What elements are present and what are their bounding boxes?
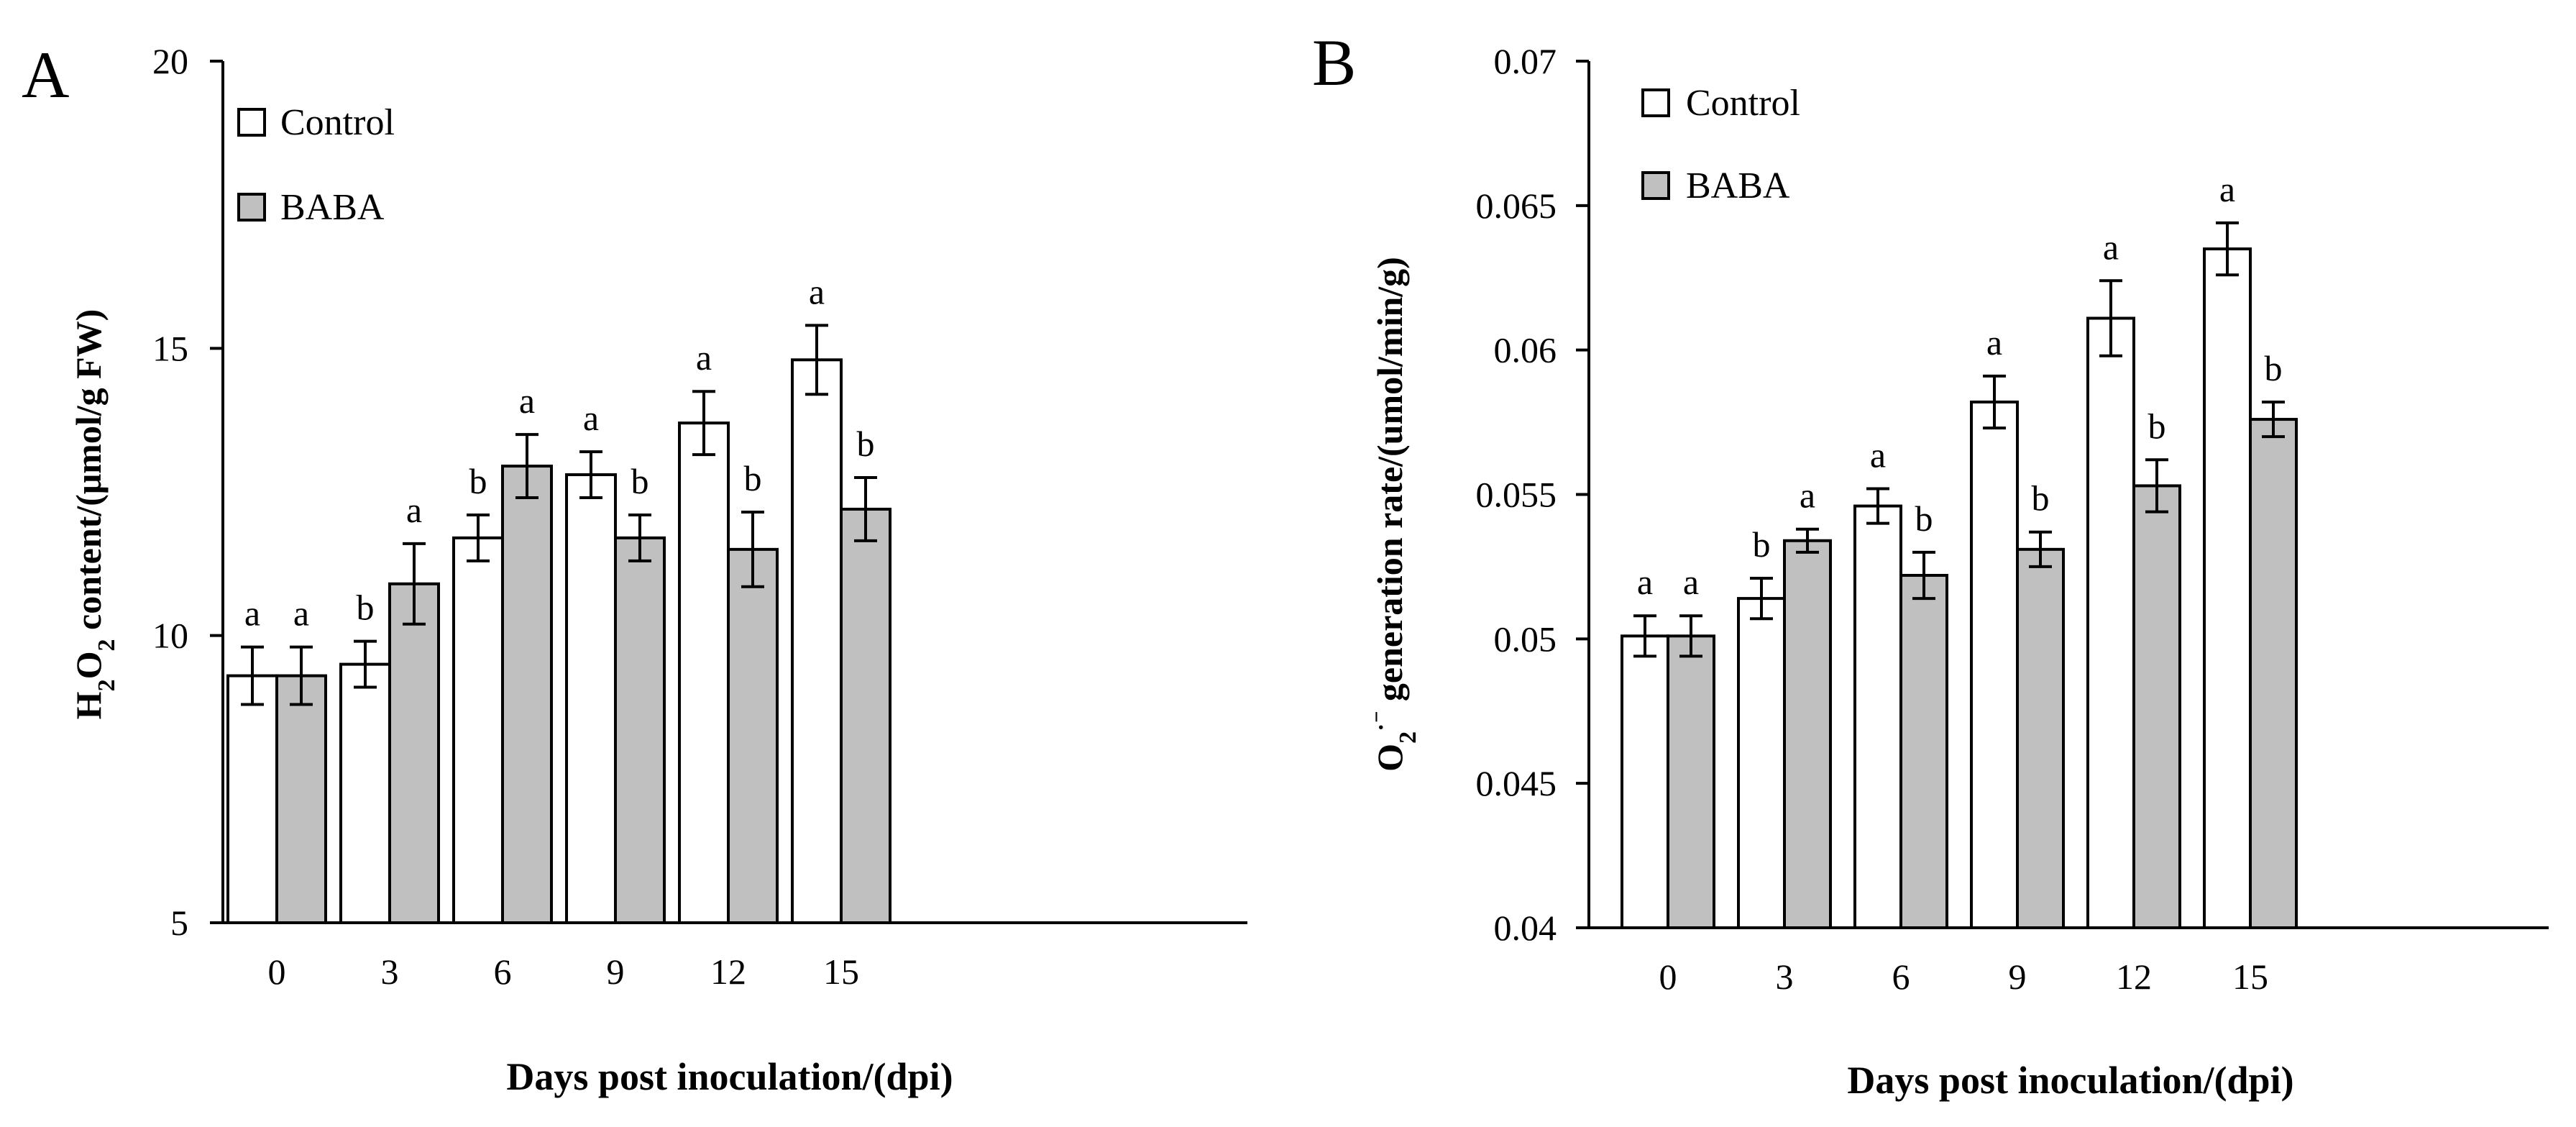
significance-label: b — [2032, 478, 2050, 519]
bar-baba-9 — [2016, 547, 2065, 929]
significance-label: a — [583, 398, 599, 438]
bar-control-6 — [452, 536, 504, 924]
x-tick-label: 0 — [1659, 957, 1677, 997]
bar-baba-15 — [840, 507, 891, 924]
bar-baba-9 — [614, 536, 666, 924]
bar-baba-15 — [2249, 418, 2298, 929]
significance-label: b — [2265, 348, 2283, 388]
x-tick-label: 9 — [607, 952, 625, 992]
x-tick-label: 12 — [2116, 957, 2152, 997]
significance-label: a — [406, 490, 422, 530]
bar-control-6 — [1853, 504, 1902, 929]
significance-label: a — [244, 593, 260, 634]
y-axis-label-b: O2·⁻ generation rate/(umol/min/g) — [1368, 257, 1421, 772]
bar-baba-0 — [275, 674, 327, 924]
y-tick-label: 15 — [152, 328, 188, 368]
significance-label: b — [2148, 406, 2166, 446]
legend-label-control: Control — [280, 102, 395, 143]
bar-baba-6 — [1899, 573, 1948, 929]
x-tick-label: 6 — [494, 952, 512, 992]
x-tick-label: 15 — [2232, 957, 2268, 997]
y-tick-label: 5 — [170, 903, 188, 943]
legend-swatch-control — [1641, 88, 1670, 117]
significance-label: a — [293, 593, 309, 634]
significance-label: a — [1870, 434, 1886, 475]
legend-label-control: Control — [1686, 83, 1800, 124]
significance-label: a — [1986, 322, 2002, 362]
x-tick-label: 12 — [710, 952, 746, 992]
legend-swatch-control — [237, 108, 266, 137]
x-tick-label: 9 — [2009, 957, 2027, 997]
bar-control-3 — [1737, 597, 1786, 929]
bar-baba-6 — [501, 465, 553, 924]
y-tick-label: 0.07 — [1494, 41, 1557, 81]
legend-label-baba: BABA — [1686, 165, 1790, 206]
significance-label: a — [519, 380, 535, 421]
y-tick-label: 20 — [152, 41, 188, 81]
y-axis-label-a: H2O2 content/(μmol/g FW) — [68, 309, 120, 720]
y-tick-label: 0.06 — [1494, 330, 1557, 370]
significance-label: a — [1800, 475, 1815, 516]
significance-label: b — [469, 461, 487, 501]
y-tick-label: 0.04 — [1494, 908, 1557, 948]
bar-control-15 — [791, 358, 843, 925]
bar-baba-3 — [388, 582, 440, 925]
legend-a: Control BABA — [237, 102, 395, 228]
x-tick-label: 0 — [268, 952, 286, 992]
y-tick-label: 0.055 — [1476, 475, 1557, 515]
bar-baba-12 — [2132, 484, 2181, 929]
y-tick-label: 0.05 — [1494, 619, 1557, 659]
bar-control-12 — [678, 421, 730, 924]
bar-control-0 — [1621, 634, 1669, 929]
bar-baba-0 — [1667, 634, 1715, 929]
legend-b: Control BABA — [1641, 83, 1800, 206]
y-tick-label: 10 — [152, 616, 188, 656]
significance-label: b — [857, 424, 875, 464]
legend-swatch-baba — [1641, 171, 1670, 200]
significance-label: a — [2219, 169, 2235, 209]
significance-label: b — [744, 458, 762, 498]
panel-letter-a: A — [22, 38, 69, 111]
panel-letter-b: B — [1312, 26, 1356, 99]
bar-baba-3 — [1783, 539, 1832, 929]
legend-label-baba: BABA — [280, 187, 385, 228]
x-tick-label: 3 — [381, 952, 399, 992]
x-axis-label-a: Days post inoculation/(dpi) — [506, 1055, 953, 1098]
x-axis-label-b: Days post inoculation/(dpi) — [1847, 1059, 2293, 1102]
x-tick-label: 3 — [1776, 957, 1794, 997]
chart-panel-a: A H2O2 content/(μmol/g FW) Days post ino… — [22, 38, 1247, 1098]
y-tick-label: 0.045 — [1476, 763, 1557, 803]
chart-panel-b: B O2·⁻ generation rate/(umol/min/g) Days… — [1312, 26, 2549, 1102]
bar-control-15 — [2203, 247, 2252, 930]
legend-swatch-baba — [237, 193, 266, 222]
bar-control-12 — [2086, 316, 2135, 929]
significance-label: b — [1753, 524, 1771, 565]
significance-label: b — [631, 461, 649, 501]
bar-control-9 — [565, 473, 617, 924]
bar-control-3 — [339, 662, 391, 924]
bar-control-0 — [226, 674, 278, 924]
significance-label: b — [357, 588, 375, 628]
significance-label: a — [696, 337, 712, 378]
significance-label: a — [1637, 562, 1653, 602]
significance-label: b — [1915, 498, 1933, 539]
significance-label: a — [2103, 227, 2119, 267]
x-tick-label: 15 — [823, 952, 859, 992]
y-tick-label: 0.065 — [1476, 186, 1557, 226]
significance-label: a — [809, 271, 825, 311]
bar-baba-12 — [727, 547, 779, 924]
x-tick-label: 6 — [1892, 957, 1910, 997]
significance-label: a — [1683, 562, 1699, 602]
bar-control-9 — [1970, 400, 2019, 929]
